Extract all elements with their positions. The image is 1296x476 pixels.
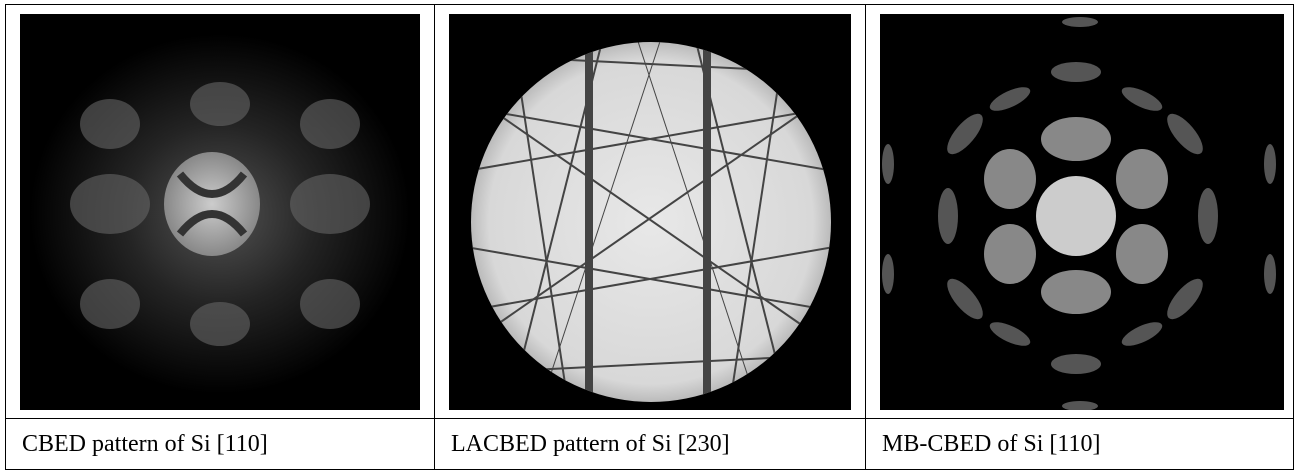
image-cell — [6, 5, 435, 419]
caption: MB-CBED of Si [110] — [866, 419, 1294, 470]
page: CBED pattern of Si [110] LACBED pattern … — [0, 0, 1296, 476]
lacbed-image — [449, 14, 851, 410]
mbcbed-image — [880, 14, 1284, 410]
image-row — [6, 5, 1294, 419]
caption-row: CBED pattern of Si [110] LACBED pattern … — [6, 419, 1294, 470]
caption: LACBED pattern of Si [230] — [435, 419, 866, 470]
caption: CBED pattern of Si [110] — [6, 419, 435, 470]
image-cell — [866, 5, 1294, 419]
cbed-image — [20, 14, 420, 410]
image-cell — [435, 5, 866, 419]
figure-table: CBED pattern of Si [110] LACBED pattern … — [5, 4, 1294, 470]
